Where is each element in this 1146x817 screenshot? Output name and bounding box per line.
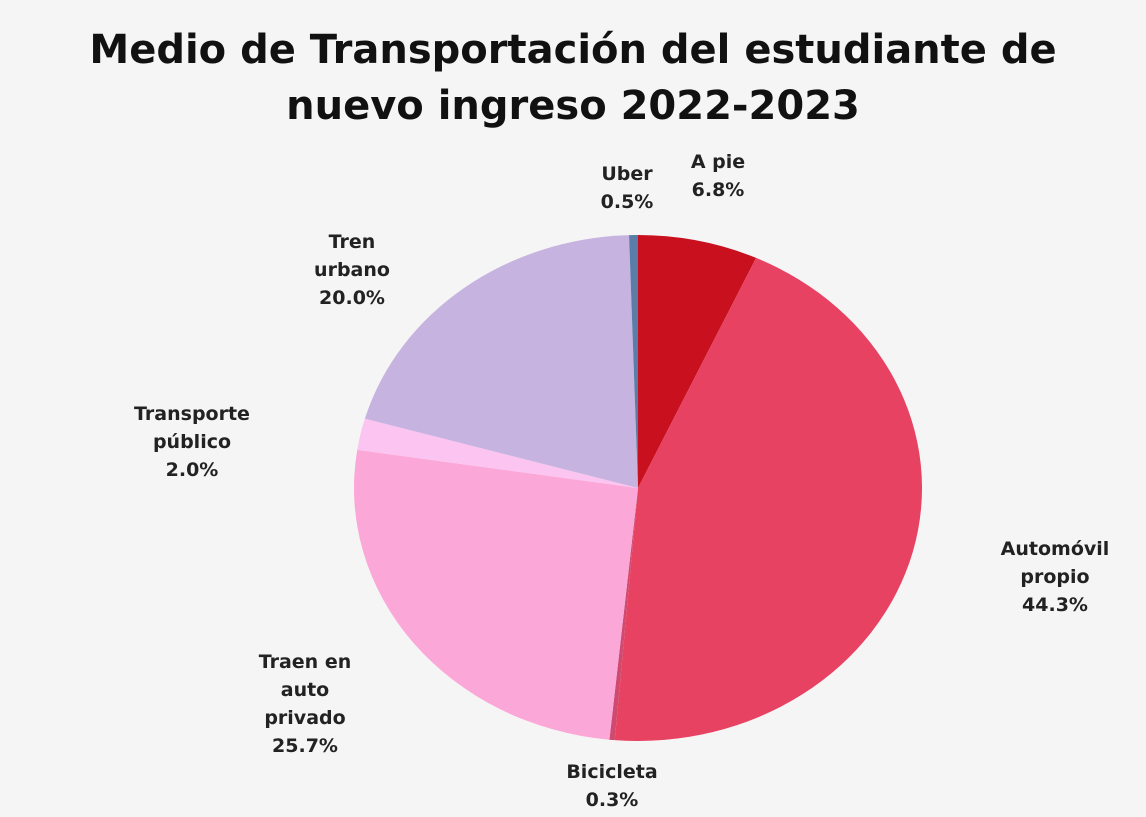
category-label: Automóvil propio — [1000, 538, 1110, 588]
chart-title: Medio de Transportación del estudiante d… — [89, 27, 1057, 129]
category-label: Uber — [601, 163, 653, 185]
category-label: Bicicleta — [566, 761, 658, 783]
pie-slice — [357, 418, 638, 488]
pie-slice — [614, 257, 923, 741]
category-label: A pie — [690, 151, 746, 173]
pie-slice — [354, 449, 638, 740]
value-label: 2.0% — [165, 459, 219, 481]
slice-label: A pie 6.8% — [673, 148, 763, 204]
category-label: Tren urbano — [314, 231, 390, 281]
value-label: 0.3% — [585, 789, 639, 811]
pie-slice — [609, 488, 638, 741]
category-label: Traen en auto privado — [258, 651, 352, 729]
slice-label: Tren urbano 20.0% — [292, 228, 412, 312]
slice-label: Traen en auto privado 25.7% — [245, 648, 365, 760]
value-label: 6.8% — [691, 179, 745, 201]
slice-label: Uber 0.5% — [587, 160, 667, 216]
slice-label: Automóvil propio 44.3% — [980, 535, 1130, 619]
slice-label: Transporte público 2.0% — [107, 400, 277, 484]
value-label: 20.0% — [319, 287, 385, 309]
value-label: 25.7% — [272, 735, 338, 757]
value-label: 0.5% — [600, 191, 654, 213]
pie-slice — [364, 235, 638, 488]
category-label: Transporte público — [134, 403, 250, 453]
slice-label: Bicicleta 0.3% — [552, 758, 672, 814]
pie-slice — [638, 235, 757, 488]
pie-slice — [629, 235, 638, 488]
value-label: 44.3% — [1022, 594, 1088, 616]
